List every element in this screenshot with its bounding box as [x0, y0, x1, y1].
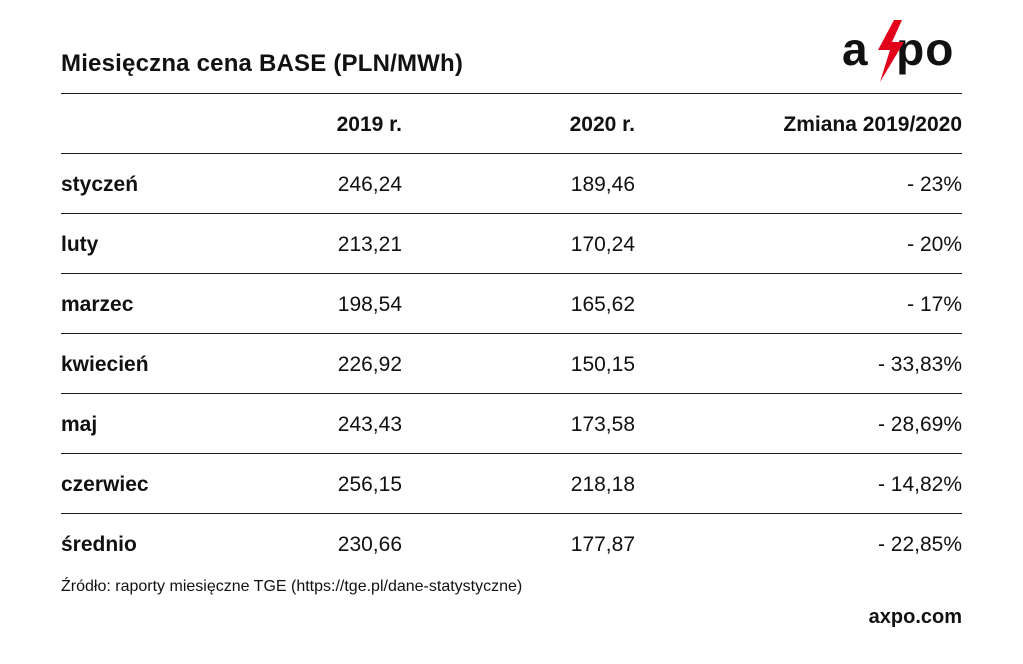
row-label: styczeń [61, 173, 139, 196]
value-change: - 28,69% [877, 413, 962, 436]
value-change: - 33,83% [877, 353, 962, 376]
value-change: - 14,82% [877, 473, 962, 496]
value-2019: 213,21 [337, 233, 402, 256]
value-2019: 243,43 [337, 413, 402, 436]
table-header-row: 2019 r. 2020 r. Zmiana 2019/2020 [61, 93, 962, 153]
value-2020: 218,18 [570, 473, 635, 496]
value-change: - 20% [907, 233, 962, 256]
value-change: - 17% [907, 293, 962, 316]
table-row: maj 243,43 173,58 - 28,69% [61, 393, 962, 453]
row-label: marzec [61, 293, 134, 316]
value-2019: 230,66 [337, 533, 402, 556]
value-2020: 189,46 [570, 173, 635, 196]
table-row: luty 213,21 170,24 - 20% [61, 213, 962, 273]
row-label: czerwiec [61, 473, 149, 496]
price-table: 2019 r. 2020 r. Zmiana 2019/2020 styczeń… [61, 93, 962, 573]
source-note: Źródło: raporty miesięczne TGE (https://… [61, 578, 523, 595]
axpo-logo: a po [842, 18, 962, 84]
value-2020: 177,87 [570, 533, 635, 556]
value-change: - 22,85% [877, 533, 962, 556]
header-2019: 2019 r. [336, 113, 402, 136]
table-row: czerwiec 256,15 218,18 - 14,82% [61, 453, 962, 513]
table-row: średnio 230,66 177,87 - 22,85% [61, 513, 962, 573]
table-row: styczeń 246,24 189,46 - 23% [61, 153, 962, 213]
page-title: Miesięczna cena BASE (PLN/MWh) [61, 50, 464, 77]
lightning-bolt-icon [878, 20, 904, 82]
row-label: średnio [61, 533, 137, 556]
value-2019: 198,54 [337, 293, 402, 316]
value-change: - 23% [907, 173, 962, 196]
value-2020: 170,24 [570, 233, 635, 256]
header-change: Zmiana 2019/2020 [783, 113, 962, 136]
row-label: maj [61, 413, 98, 436]
footer-domain: axpo.com [868, 606, 962, 628]
table-row: kwiecień 226,92 150,15 - 33,83% [61, 333, 962, 393]
value-2020: 173,58 [570, 413, 635, 436]
value-2020: 150,15 [570, 353, 635, 376]
row-label: luty [61, 233, 99, 256]
value-2020: 165,62 [570, 293, 635, 316]
table-row: marzec 198,54 165,62 - 17% [61, 273, 962, 333]
header-2020: 2020 r. [569, 113, 635, 136]
value-2019: 256,15 [337, 473, 402, 496]
value-2019: 246,24 [337, 173, 402, 196]
row-label: kwiecień [61, 353, 149, 376]
value-2019: 226,92 [337, 353, 402, 376]
